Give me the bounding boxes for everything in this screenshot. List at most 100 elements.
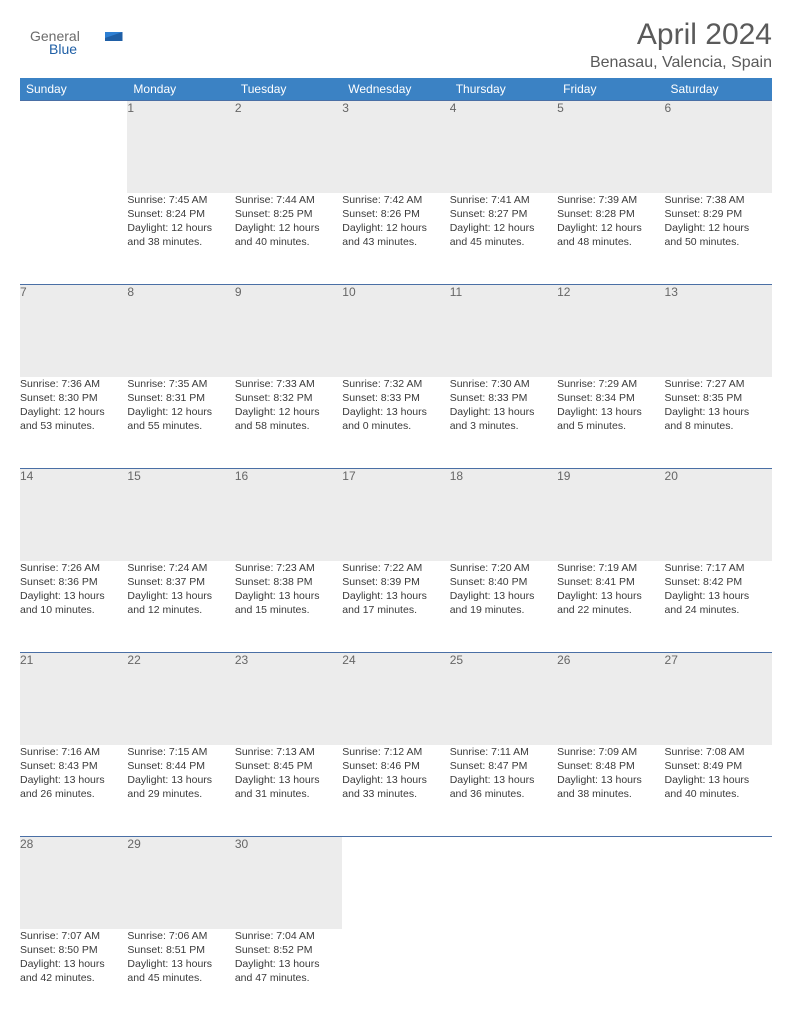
daylight-text: Daylight: 13 hours: [127, 957, 234, 971]
day-cell: Sunrise: 7:22 AMSunset: 8:39 PMDaylight:…: [342, 561, 449, 653]
day-info-row: Sunrise: 7:16 AMSunset: 8:43 PMDaylight:…: [20, 745, 772, 837]
sunrise-text: Sunrise: 7:32 AM: [342, 377, 449, 391]
sunset-text: Sunset: 8:32 PM: [235, 391, 342, 405]
sunset-text: Sunset: 8:44 PM: [127, 759, 234, 773]
sunset-text: Sunset: 8:47 PM: [450, 759, 557, 773]
day-cell: Sunrise: 7:26 AMSunset: 8:36 PMDaylight:…: [20, 561, 127, 653]
sunset-text: Sunset: 8:33 PM: [450, 391, 557, 405]
day-cell: Sunrise: 7:11 AMSunset: 8:47 PMDaylight:…: [450, 745, 557, 837]
day-cell: Sunrise: 7:35 AMSunset: 8:31 PMDaylight:…: [127, 377, 234, 469]
day-number: 10: [342, 285, 449, 377]
sunset-text: Sunset: 8:46 PM: [342, 759, 449, 773]
sunrise-text: Sunrise: 7:27 AM: [665, 377, 772, 391]
sunrise-text: Sunrise: 7:26 AM: [20, 561, 127, 575]
weekday-header: Saturday: [665, 78, 772, 101]
day-cell: Sunrise: 7:24 AMSunset: 8:37 PMDaylight:…: [127, 561, 234, 653]
calendar-table: Sunday Monday Tuesday Wednesday Thursday…: [20, 78, 772, 1021]
location: Benasau, Valencia, Spain: [590, 54, 772, 72]
day-number: 4: [450, 101, 557, 193]
sunrise-text: Sunrise: 7:38 AM: [665, 193, 772, 207]
day-number-row: 78910111213: [20, 285, 772, 377]
sunrise-text: Sunrise: 7:06 AM: [127, 929, 234, 943]
day-number: [20, 101, 127, 193]
daylight-text: Daylight: 12 hours: [127, 221, 234, 235]
day-number: 9: [235, 285, 342, 377]
sunrise-text: Sunrise: 7:33 AM: [235, 377, 342, 391]
day-cell: Sunrise: 7:32 AMSunset: 8:33 PMDaylight:…: [342, 377, 449, 469]
daylight-text: Daylight: 13 hours: [342, 589, 449, 603]
day-cell: Sunrise: 7:15 AMSunset: 8:44 PMDaylight:…: [127, 745, 234, 837]
daylight-text: Daylight: 13 hours: [20, 589, 127, 603]
sunrise-text: Sunrise: 7:30 AM: [450, 377, 557, 391]
day-number: 29: [127, 837, 234, 929]
daylight-text: Daylight: 13 hours: [235, 957, 342, 971]
daylight-text: and 36 minutes.: [450, 787, 557, 801]
sunset-text: Sunset: 8:45 PM: [235, 759, 342, 773]
day-cell: [665, 929, 772, 1021]
day-info-row: Sunrise: 7:45 AMSunset: 8:24 PMDaylight:…: [20, 193, 772, 285]
daylight-text: and 55 minutes.: [127, 419, 234, 433]
daylight-text: and 53 minutes.: [20, 419, 127, 433]
daylight-text: and 0 minutes.: [342, 419, 449, 433]
day-number: 25: [450, 653, 557, 745]
day-number: 22: [127, 653, 234, 745]
sunset-text: Sunset: 8:34 PM: [557, 391, 664, 405]
daylight-text: and 26 minutes.: [20, 787, 127, 801]
day-cell: [342, 929, 449, 1021]
day-number: 20: [665, 469, 772, 561]
daylight-text: and 29 minutes.: [127, 787, 234, 801]
day-cell: Sunrise: 7:09 AMSunset: 8:48 PMDaylight:…: [557, 745, 664, 837]
sunrise-text: Sunrise: 7:29 AM: [557, 377, 664, 391]
day-cell: Sunrise: 7:45 AMSunset: 8:24 PMDaylight:…: [127, 193, 234, 285]
daylight-text: Daylight: 13 hours: [127, 773, 234, 787]
day-cell: Sunrise: 7:36 AMSunset: 8:30 PMDaylight:…: [20, 377, 127, 469]
day-number-row: 282930: [20, 837, 772, 929]
sunset-text: Sunset: 8:49 PM: [665, 759, 772, 773]
sunrise-text: Sunrise: 7:39 AM: [557, 193, 664, 207]
day-number: 23: [235, 653, 342, 745]
sunset-text: Sunset: 8:39 PM: [342, 575, 449, 589]
day-cell: Sunrise: 7:29 AMSunset: 8:34 PMDaylight:…: [557, 377, 664, 469]
sunrise-text: Sunrise: 7:24 AM: [127, 561, 234, 575]
day-number: 2: [235, 101, 342, 193]
sunrise-text: Sunrise: 7:22 AM: [342, 561, 449, 575]
sunrise-text: Sunrise: 7:45 AM: [127, 193, 234, 207]
daylight-text: Daylight: 13 hours: [557, 773, 664, 787]
sunset-text: Sunset: 8:36 PM: [20, 575, 127, 589]
day-number: [665, 837, 772, 929]
sunrise-text: Sunrise: 7:19 AM: [557, 561, 664, 575]
sunrise-text: Sunrise: 7:16 AM: [20, 745, 127, 759]
day-number: 13: [665, 285, 772, 377]
svg-text:Blue: Blue: [49, 41, 77, 57]
sunset-text: Sunset: 8:38 PM: [235, 575, 342, 589]
day-number: 24: [342, 653, 449, 745]
day-number: 11: [450, 285, 557, 377]
day-cell: Sunrise: 7:06 AMSunset: 8:51 PMDaylight:…: [127, 929, 234, 1021]
sunset-text: Sunset: 8:48 PM: [557, 759, 664, 773]
sunset-text: Sunset: 8:28 PM: [557, 207, 664, 221]
sunset-text: Sunset: 8:33 PM: [342, 391, 449, 405]
day-number: 18: [450, 469, 557, 561]
sunrise-text: Sunrise: 7:15 AM: [127, 745, 234, 759]
sunrise-text: Sunrise: 7:12 AM: [342, 745, 449, 759]
sunset-text: Sunset: 8:27 PM: [450, 207, 557, 221]
day-cell: Sunrise: 7:19 AMSunset: 8:41 PMDaylight:…: [557, 561, 664, 653]
daylight-text: and 38 minutes.: [127, 235, 234, 249]
weekday-header: Tuesday: [235, 78, 342, 101]
day-cell: Sunrise: 7:41 AMSunset: 8:27 PMDaylight:…: [450, 193, 557, 285]
sunrise-text: Sunrise: 7:13 AM: [235, 745, 342, 759]
day-number: 16: [235, 469, 342, 561]
day-cell: [20, 193, 127, 285]
daylight-text: Daylight: 13 hours: [665, 773, 772, 787]
day-number: 30: [235, 837, 342, 929]
day-cell: Sunrise: 7:16 AMSunset: 8:43 PMDaylight:…: [20, 745, 127, 837]
day-number: [450, 837, 557, 929]
daylight-text: and 40 minutes.: [665, 787, 772, 801]
day-number: 21: [20, 653, 127, 745]
daylight-text: Daylight: 13 hours: [235, 773, 342, 787]
daylight-text: and 45 minutes.: [450, 235, 557, 249]
day-number: 3: [342, 101, 449, 193]
sunrise-text: Sunrise: 7:41 AM: [450, 193, 557, 207]
daylight-text: and 5 minutes.: [557, 419, 664, 433]
daylight-text: and 31 minutes.: [235, 787, 342, 801]
